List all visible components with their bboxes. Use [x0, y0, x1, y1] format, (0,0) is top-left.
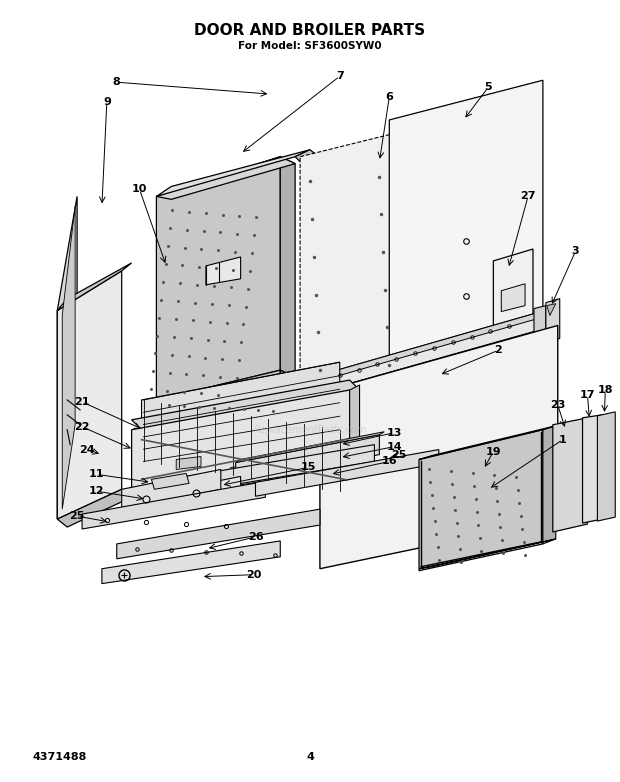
- Polygon shape: [280, 370, 295, 436]
- Polygon shape: [131, 390, 350, 509]
- Text: 14: 14: [386, 442, 402, 451]
- Text: 11: 11: [89, 469, 105, 479]
- Polygon shape: [295, 149, 315, 162]
- Polygon shape: [534, 306, 546, 337]
- Text: 1: 1: [559, 435, 567, 445]
- Polygon shape: [285, 472, 310, 486]
- Polygon shape: [151, 473, 189, 490]
- Text: 15: 15: [300, 462, 316, 472]
- Polygon shape: [502, 284, 525, 311]
- Text: 21: 21: [74, 397, 90, 407]
- Polygon shape: [156, 370, 280, 460]
- Polygon shape: [546, 299, 560, 343]
- Text: ReplacementParts.com: ReplacementParts.com: [253, 425, 367, 435]
- Polygon shape: [494, 249, 533, 408]
- Text: 26: 26: [247, 532, 264, 542]
- Text: 23: 23: [550, 400, 565, 410]
- Polygon shape: [419, 425, 556, 460]
- Text: 5: 5: [485, 82, 492, 92]
- Text: 7: 7: [336, 71, 343, 81]
- Polygon shape: [236, 432, 384, 462]
- Polygon shape: [122, 469, 221, 509]
- Polygon shape: [320, 313, 538, 392]
- Polygon shape: [181, 445, 374, 493]
- Polygon shape: [547, 303, 556, 316]
- Polygon shape: [131, 380, 360, 430]
- Polygon shape: [583, 414, 603, 523]
- Text: 24: 24: [79, 445, 95, 454]
- Polygon shape: [318, 368, 332, 402]
- Polygon shape: [62, 206, 75, 509]
- Polygon shape: [131, 472, 360, 513]
- Polygon shape: [280, 156, 295, 377]
- Polygon shape: [350, 385, 360, 479]
- Polygon shape: [82, 482, 265, 529]
- Text: 27: 27: [520, 192, 536, 202]
- Text: 25: 25: [391, 450, 407, 460]
- Text: 18: 18: [598, 385, 613, 395]
- Polygon shape: [156, 156, 280, 400]
- Text: For Model: SF3600SYW0: For Model: SF3600SYW0: [238, 41, 382, 52]
- Text: 22: 22: [74, 421, 90, 432]
- Polygon shape: [236, 435, 379, 482]
- Text: DOOR AND BROILER PARTS: DOOR AND BROILER PARTS: [195, 23, 425, 38]
- Polygon shape: [206, 257, 241, 285]
- Polygon shape: [57, 271, 122, 519]
- Polygon shape: [598, 412, 615, 521]
- Text: 20: 20: [246, 569, 261, 579]
- Text: 4: 4: [306, 752, 314, 762]
- Polygon shape: [57, 263, 131, 310]
- Polygon shape: [176, 457, 201, 469]
- Polygon shape: [255, 450, 439, 497]
- Polygon shape: [320, 313, 538, 381]
- Polygon shape: [117, 509, 320, 559]
- Polygon shape: [57, 490, 131, 527]
- Polygon shape: [419, 430, 543, 571]
- Polygon shape: [231, 472, 320, 497]
- Polygon shape: [57, 196, 77, 519]
- Polygon shape: [141, 362, 340, 461]
- Polygon shape: [156, 149, 310, 196]
- Polygon shape: [389, 81, 543, 370]
- Polygon shape: [320, 325, 558, 569]
- Polygon shape: [543, 425, 556, 544]
- Text: 9: 9: [103, 97, 111, 107]
- Text: 25: 25: [69, 511, 85, 521]
- Text: 19: 19: [485, 447, 501, 457]
- Text: 2: 2: [494, 346, 502, 355]
- Polygon shape: [102, 541, 280, 583]
- Polygon shape: [300, 120, 449, 410]
- Polygon shape: [176, 476, 241, 509]
- Polygon shape: [419, 539, 556, 569]
- Text: 16: 16: [381, 457, 397, 467]
- Polygon shape: [156, 156, 295, 199]
- Text: 6: 6: [386, 92, 393, 102]
- Text: 17: 17: [580, 390, 595, 400]
- Text: 10: 10: [132, 185, 147, 195]
- Polygon shape: [171, 484, 193, 499]
- Polygon shape: [553, 418, 588, 532]
- Text: 4371488: 4371488: [32, 752, 87, 762]
- Text: 3: 3: [572, 246, 580, 256]
- Text: 8: 8: [113, 77, 121, 88]
- Text: 13: 13: [386, 428, 402, 438]
- Polygon shape: [231, 465, 255, 477]
- Text: 12: 12: [89, 486, 105, 497]
